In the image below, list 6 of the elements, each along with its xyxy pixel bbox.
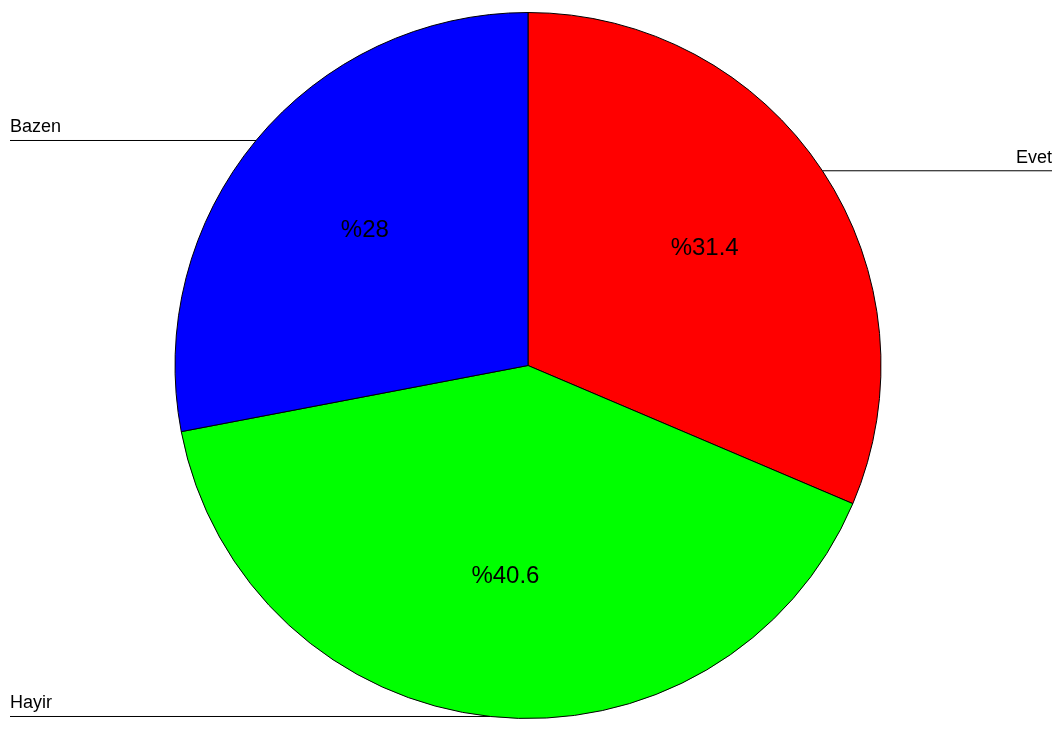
slice-label: Bazen [10, 116, 62, 137]
data-label: %28 [340, 215, 389, 243]
data-label: %31.4 [670, 233, 739, 261]
slice-label: Evet [1015, 146, 1052, 167]
data-label: %40.6 [471, 560, 540, 588]
slice-label: Hayir [10, 692, 53, 713]
